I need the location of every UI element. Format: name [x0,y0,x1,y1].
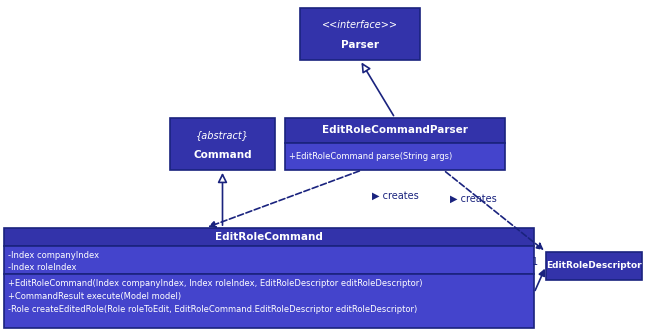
Text: +EditRoleCommand parse(String args): +EditRoleCommand parse(String args) [289,152,452,161]
Text: +CommandResult execute(Model model): +CommandResult execute(Model model) [8,293,181,301]
Text: EditRoleCommandParser: EditRoleCommandParser [322,125,468,135]
Text: -Role createEditedRole(Role roleToEdit, EditRoleCommand.EditRoleDescriptor editR: -Role createEditedRole(Role roleToEdit, … [8,305,417,314]
Text: ▶ creates: ▶ creates [450,194,497,204]
Text: EditRoleCommand: EditRoleCommand [215,232,323,242]
Text: ▶ creates: ▶ creates [372,191,419,201]
Bar [300,8,420,60]
Bar [4,274,534,328]
Text: 1: 1 [532,257,538,267]
Text: EditRoleDescriptor: EditRoleDescriptor [546,261,642,270]
Bar [4,246,534,274]
Bar [546,252,642,280]
Text: {abstract}: {abstract} [196,130,249,140]
Text: -Index roleIndex: -Index roleIndex [8,262,76,271]
Bar [170,118,275,170]
Text: +EditRoleCommand(Index companyIndex, Index roleIndex, EditRoleDescriptor editRol: +EditRoleCommand(Index companyIndex, Ind… [8,280,422,289]
Text: Parser: Parser [341,40,379,50]
Text: <<interface>>: <<interface>> [322,19,398,30]
Text: Command: Command [193,151,252,161]
Text: -Index companyIndex: -Index companyIndex [8,251,99,259]
Bar [4,228,534,246]
Bar [285,143,505,170]
Bar [285,118,505,143]
